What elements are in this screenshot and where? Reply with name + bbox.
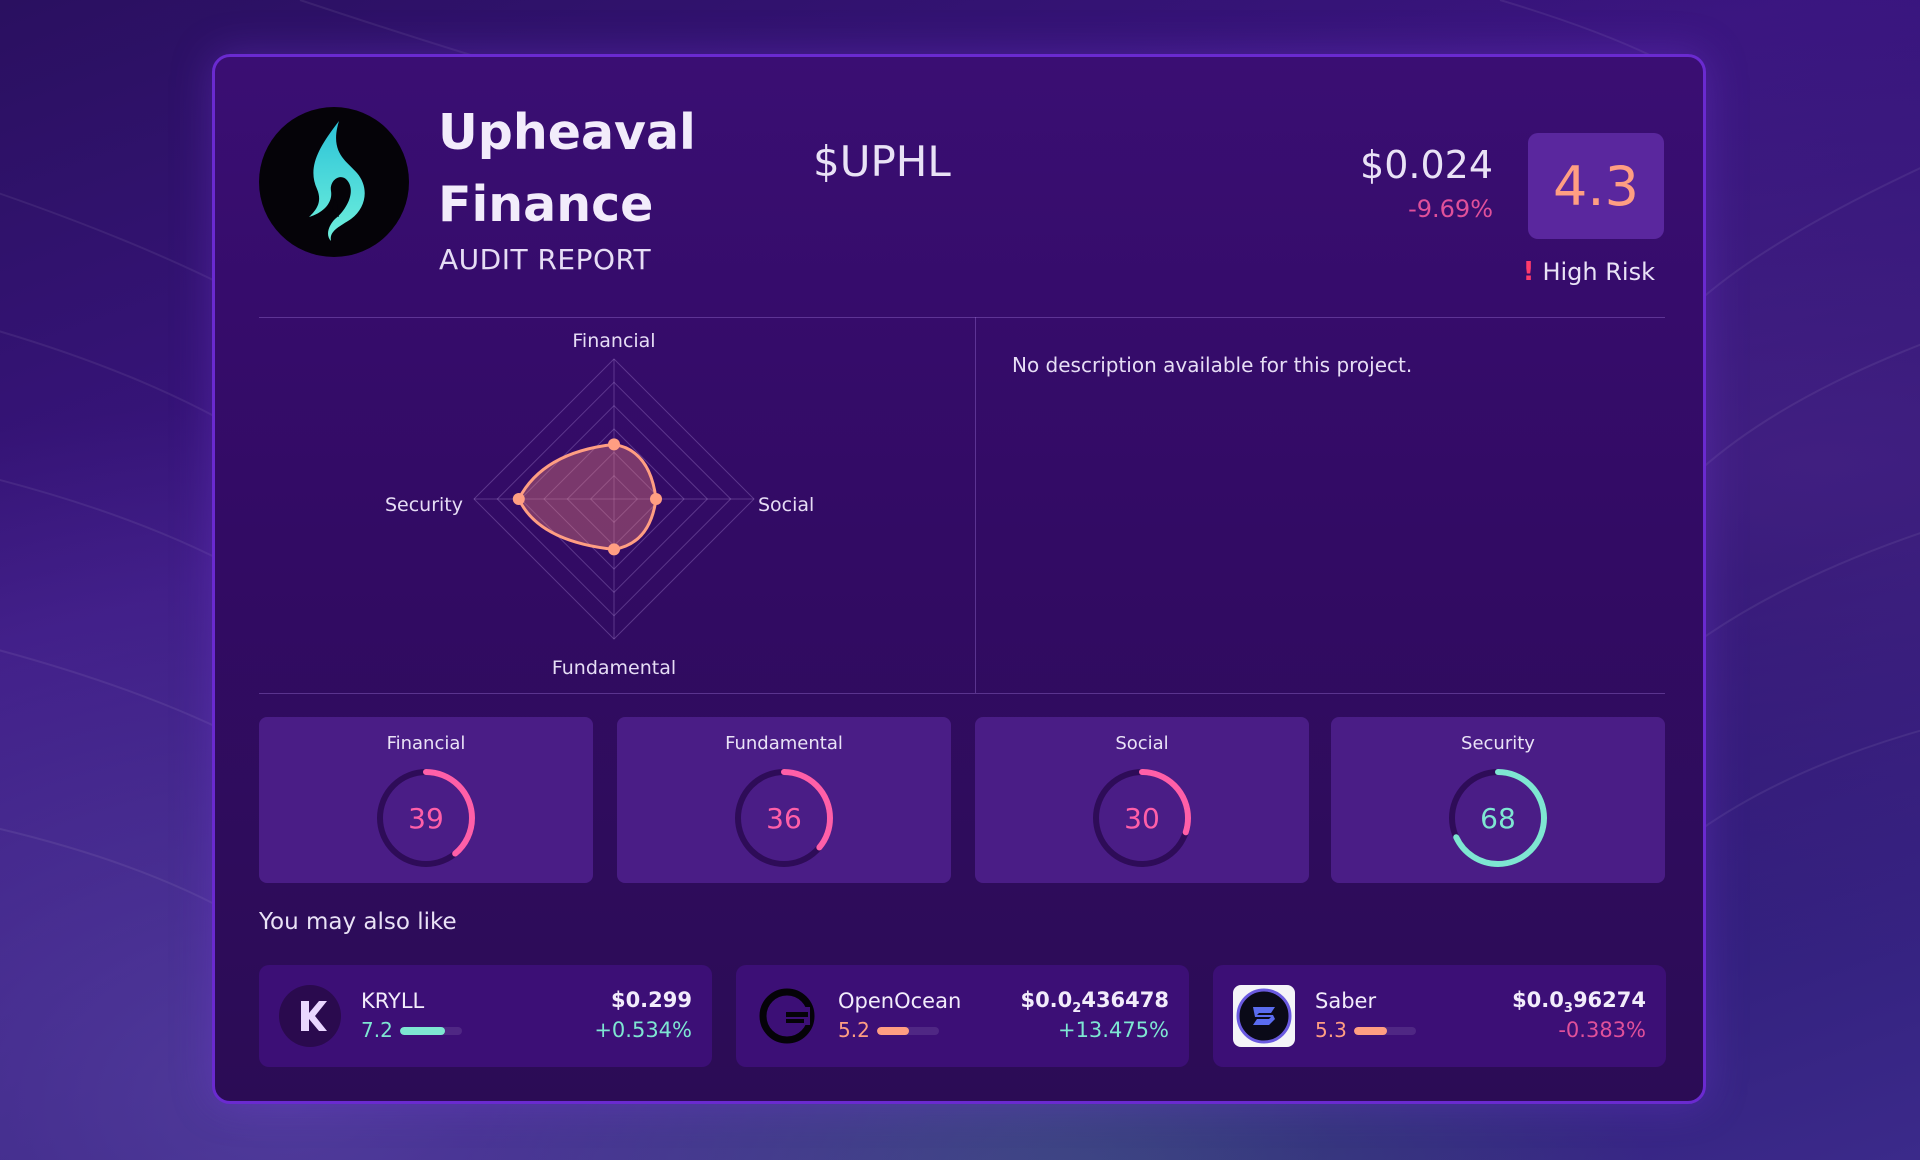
page-subtitle: AUDIT REPORT [439,243,652,276]
recommendation-change: -0.383% [1558,1018,1646,1042]
exclamation-icon: ! [1522,257,1535,287]
score-card-value: 68 [1480,802,1516,835]
score-gauge: 39 [377,769,475,867]
radar-grid-ring [473,358,755,640]
recommendation-name: KRYLL [361,989,425,1013]
risk-indicator: ! High Risk [1523,257,1655,287]
score-bar [400,1027,462,1035]
recommendation-card-kryll[interactable]: KRYLL 7.2 $0.299 +0.534% [259,965,712,1067]
risk-label: High Risk [1542,258,1655,286]
radar-grid-ring [496,381,732,617]
recommendation-card-saber[interactable]: Saber 5.3 $0.0396274 -0.383% [1213,965,1666,1067]
section-title: You may also like [259,909,457,935]
radar-grid-ring [589,474,639,524]
saber-logo-icon [1233,985,1295,1047]
recommendation-change: +0.534% [594,1018,692,1042]
recommendation-score: 5.3 [1315,1018,1347,1042]
divider [259,693,1665,694]
price-change: -9.69% [1408,195,1493,223]
recommendation-name: Saber [1315,989,1377,1013]
recommendation-score: 5.2 [838,1018,870,1042]
radar-point-fundamental [608,543,620,556]
score-bar [1354,1027,1416,1035]
recommendation-price: $0.0396274 [1512,988,1646,1017]
recommendation-change: +13.475% [1057,1018,1169,1042]
project-name: Upheaval Finance [438,104,696,233]
score-card-label: Security [1461,733,1535,754]
recommendation-price: $0.02436478 [1020,988,1169,1017]
project-price: $0.024 [1360,143,1493,187]
score-bar-fill [1354,1027,1387,1035]
flame-icon [309,121,365,241]
audit-report-card: Upheaval Finance AUDIT REPORT $UPHL $0.0… [212,54,1706,1104]
score-card-label: Financial [386,733,466,754]
score-bar-fill [877,1027,910,1035]
gauge-progress-arc [377,769,475,867]
radar-data-area [517,442,658,551]
gauge-progress-arc [1449,769,1547,867]
recommendation-card-openocean[interactable]: OpenOcean 5.2 $0.02436478 +13.475% [736,965,1189,1067]
project-logo [259,107,409,257]
score-gauge: 36 [735,769,833,867]
radar-label-financial: Financial [572,330,655,352]
gauge-progress-arc [1093,769,1191,867]
score-gauge: 68 [1449,769,1547,867]
radar-point-financial [608,438,620,451]
divider [259,317,1665,318]
radar-grid-ring [543,428,685,570]
radar-point-social [650,493,662,505]
radar-chart: Financial Social Fundamental Security [385,330,814,679]
score-card-social[interactable]: Social 30 [975,717,1309,883]
project-ticker: $UPHL [813,137,951,186]
score-card-value: 36 [766,802,802,835]
recommendation-score: 7.2 [361,1018,393,1042]
overall-score-badge: 4.3 [1528,133,1664,239]
radar-point-security [512,493,525,505]
score-bar-fill [400,1027,445,1035]
score-card-value: 30 [1124,802,1160,835]
project-description: No description available for this projec… [1012,353,1413,377]
score-card-label: Social [1115,733,1169,754]
score-bar [877,1027,939,1035]
gauge-progress-arc [735,769,833,867]
score-card-label: Fundamental [725,733,843,754]
radar-grid-ring [519,404,709,594]
score-card-fundamental[interactable]: Fundamental 36 [617,717,951,883]
recommendation-name: OpenOcean [838,989,962,1013]
radar-label-fundamental: Fundamental [552,657,676,679]
kryll-logo-icon [279,985,341,1047]
score-card-value: 39 [408,802,444,835]
radar-label-social: Social [758,494,814,516]
divider-vertical [975,317,976,693]
openocean-logo-icon [756,985,818,1047]
radar-label-security: Security [385,494,463,516]
overall-score-value: 4.3 [1553,154,1639,218]
score-gauge: 30 [1093,769,1191,867]
score-card-financial[interactable]: Financial 39 [259,717,593,883]
recommendation-price: $0.299 [610,988,692,1012]
score-card-security[interactable]: Security 68 [1331,717,1665,883]
